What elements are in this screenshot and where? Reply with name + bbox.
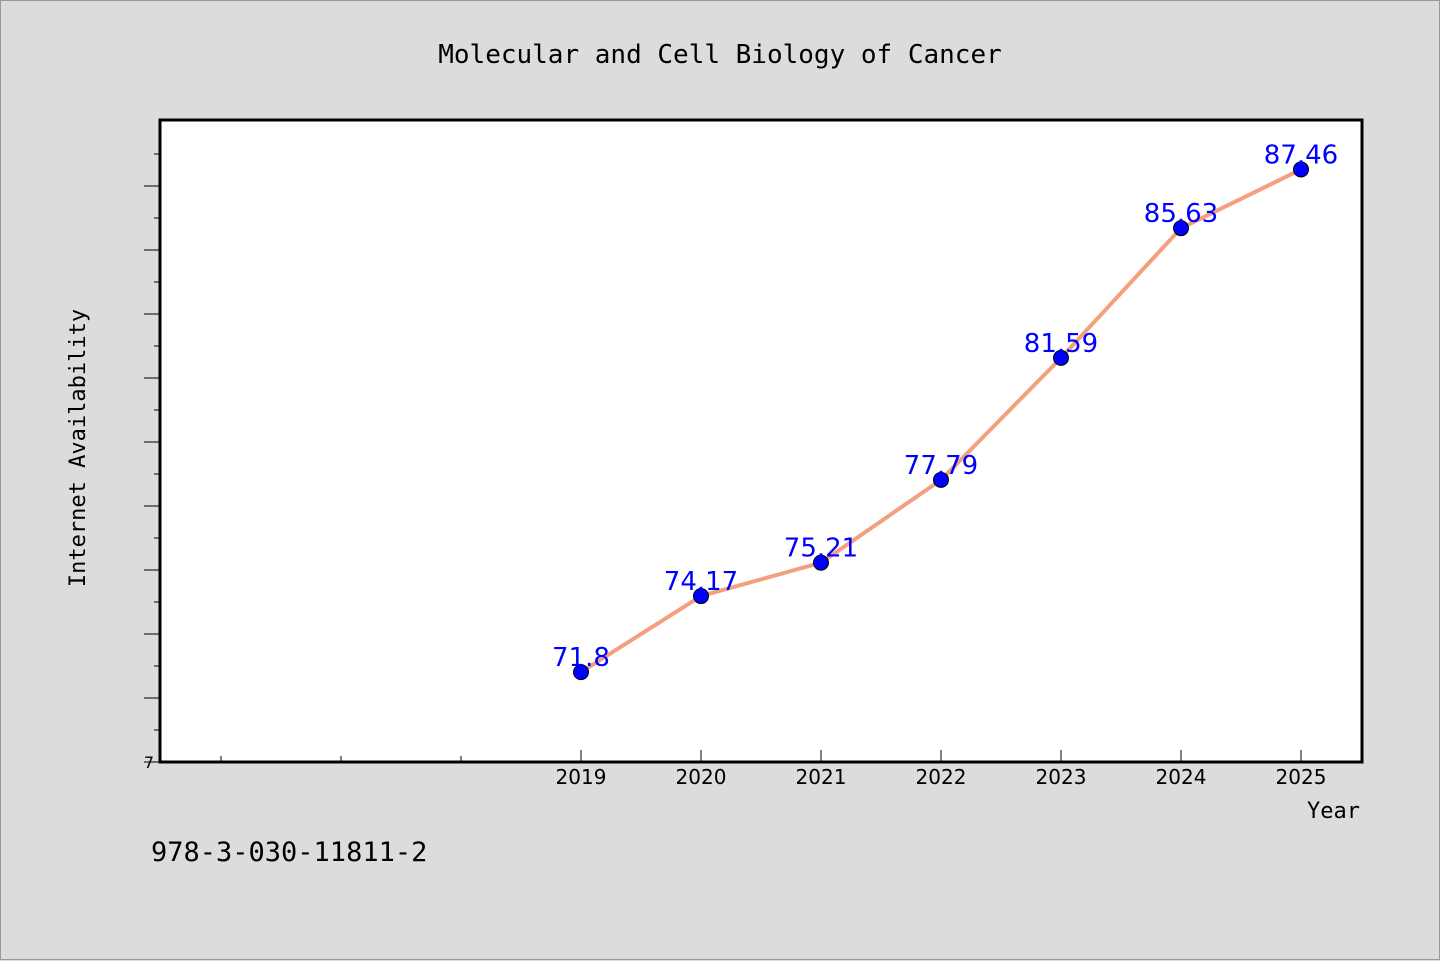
data-point	[1053, 349, 1069, 366]
data-label: 81.59	[1024, 329, 1098, 359]
y-axis-label: Internet Availability	[66, 309, 91, 587]
data-label: 74.17	[664, 567, 738, 597]
data-point	[933, 471, 949, 488]
x-axis-ticks: 2019 2020 2021 2022 2023 2024 2025	[220, 750, 1327, 789]
x-tick-label: 2022	[916, 765, 967, 789]
data-point	[813, 554, 829, 571]
data-label: 75.21	[784, 534, 858, 564]
chart-title: Molecular and Cell Biology of Cancer	[438, 40, 1002, 70]
isbn-note: 978-3-030-11811-2	[151, 837, 428, 868]
y-tick-label: 7	[144, 753, 154, 772]
x-tick-label: 2020	[676, 765, 727, 789]
plot-area	[158, 118, 1364, 764]
data-label: 85.63	[1144, 199, 1218, 229]
data-point	[693, 588, 709, 605]
x-tick-label: 2023	[1036, 765, 1087, 789]
data-point	[1173, 220, 1189, 237]
y-axis-ticks: 7	[144, 153, 160, 772]
series-layer: 71.8 74.17 75.21 77.79 81.59 85.63 87.46	[552, 140, 1338, 681]
data-point	[1293, 161, 1309, 178]
x-tick-label: 2025	[1276, 765, 1327, 789]
x-tick-label: 2019	[556, 765, 607, 789]
data-label: 87.46	[1264, 140, 1338, 170]
x-axis-label: Year	[1307, 799, 1360, 824]
x-tick-label: 2021	[796, 765, 847, 789]
data-point	[573, 664, 589, 681]
data-label: 77.79	[904, 451, 978, 481]
data-label: 71.8	[552, 643, 610, 673]
x-tick-label: 2024	[1156, 765, 1207, 789]
